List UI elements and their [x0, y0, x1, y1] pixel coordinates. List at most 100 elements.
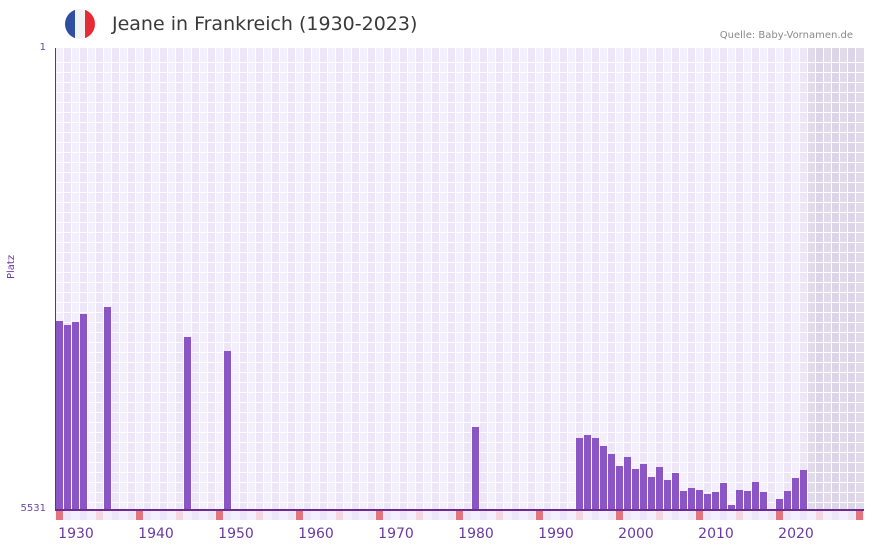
bar-2007[interactable] [688, 488, 695, 510]
x-tick-2010: 2010 [698, 526, 734, 542]
bar-1995[interactable] [592, 438, 599, 510]
bar-2014[interactable] [744, 491, 751, 510]
x-tick-1930: 1930 [58, 526, 94, 542]
bar-2012[interactable] [728, 505, 735, 510]
flag-blue-stripe [65, 9, 75, 39]
grid-vline [127, 48, 128, 510]
grid-vline [711, 48, 712, 510]
bar-1997[interactable] [608, 454, 615, 510]
grid-vline [743, 48, 744, 510]
grid-hline [56, 312, 864, 313]
grid-vline [767, 48, 768, 510]
grid-vline [247, 48, 248, 510]
grid-hline [56, 422, 864, 423]
grid-column [240, 48, 248, 510]
bar-2006[interactable] [680, 491, 687, 510]
grid-column [96, 48, 104, 510]
bar-2008[interactable] [696, 490, 703, 510]
bar-2005[interactable] [672, 473, 679, 510]
bar-1993[interactable] [576, 438, 583, 510]
grid-hline [56, 232, 864, 233]
grid-vline [751, 48, 752, 510]
grid-hline [56, 142, 864, 143]
grid-vline [207, 48, 208, 510]
grid-hline [56, 432, 864, 433]
bar-2020[interactable] [792, 478, 799, 510]
grid-vline [551, 48, 552, 510]
bar-2004[interactable] [664, 480, 671, 510]
grid-vline [583, 48, 584, 510]
bar-2000[interactable] [632, 469, 639, 510]
source-link[interactable]: Quelle: Baby-Vornamen.de [719, 30, 853, 41]
bar-2018[interactable] [776, 499, 783, 510]
bar-1931[interactable] [80, 314, 87, 510]
grid-hline [56, 102, 864, 103]
grid-hline [56, 292, 864, 293]
bar-1980[interactable] [472, 427, 479, 510]
grid-hline [56, 72, 864, 73]
grid-vline [119, 48, 120, 510]
strip-cell [192, 511, 199, 520]
grid-vline [799, 48, 800, 510]
strip-cell [704, 511, 711, 520]
bar-1994[interactable] [584, 435, 591, 510]
grid-hline [56, 302, 864, 303]
bar-2015[interactable] [752, 482, 759, 510]
grid-vline [391, 48, 392, 510]
bar-1996[interactable] [600, 446, 607, 510]
strip-cell [672, 511, 679, 520]
grid-column [784, 48, 792, 510]
bar-2021[interactable] [800, 470, 807, 510]
grid-column [256, 48, 264, 510]
grid-hline [56, 202, 864, 203]
bar-2001[interactable] [640, 464, 647, 510]
grid-hline [56, 242, 864, 243]
grid-vline [855, 48, 856, 510]
grid-vline [503, 48, 504, 510]
grid-column [80, 48, 88, 510]
grid-vline [591, 48, 592, 510]
grid-column [208, 48, 216, 510]
bar-2019[interactable] [784, 491, 791, 510]
grid-column [320, 48, 328, 510]
bar-1930[interactable] [72, 322, 79, 510]
bar-1928[interactable] [56, 321, 63, 510]
bar-1934[interactable] [104, 307, 111, 510]
strip-cell [608, 511, 615, 520]
decade-marker [376, 511, 383, 520]
grid-vline [727, 48, 728, 510]
strip-cell [288, 511, 295, 520]
bar-2009[interactable] [704, 494, 711, 510]
grid-vline [519, 48, 520, 510]
grid-vline [287, 48, 288, 510]
grid-vline [775, 48, 776, 510]
grid-vline [71, 48, 72, 510]
grid-vline [263, 48, 264, 510]
grid-column [672, 48, 680, 510]
bar-2013[interactable] [736, 490, 743, 510]
bar-2011[interactable] [720, 483, 727, 510]
x-tick-1980: 1980 [458, 526, 494, 542]
bar-1998[interactable] [616, 466, 623, 510]
grid-vline [815, 48, 816, 510]
grid-hline [56, 382, 864, 383]
bar-2010[interactable] [712, 492, 719, 510]
bar-2003[interactable] [656, 467, 663, 510]
bar-1929[interactable] [64, 325, 71, 510]
bar-1999[interactable] [624, 457, 631, 510]
mid-decade-marker [256, 511, 263, 520]
grid-column [640, 48, 648, 510]
grid-hline [56, 272, 864, 273]
grid-column [544, 48, 552, 510]
grid-hline [56, 492, 864, 493]
grid-column [512, 48, 520, 510]
bar-2002[interactable] [648, 477, 655, 510]
bar-2016[interactable] [760, 492, 767, 510]
grid-hline [56, 182, 864, 183]
bar-1949[interactable] [224, 351, 231, 510]
strip-cell [720, 511, 727, 520]
bar-1944[interactable] [184, 337, 191, 510]
grid-vline [847, 48, 848, 510]
grid-column [848, 48, 856, 510]
grid-hline [56, 162, 864, 163]
